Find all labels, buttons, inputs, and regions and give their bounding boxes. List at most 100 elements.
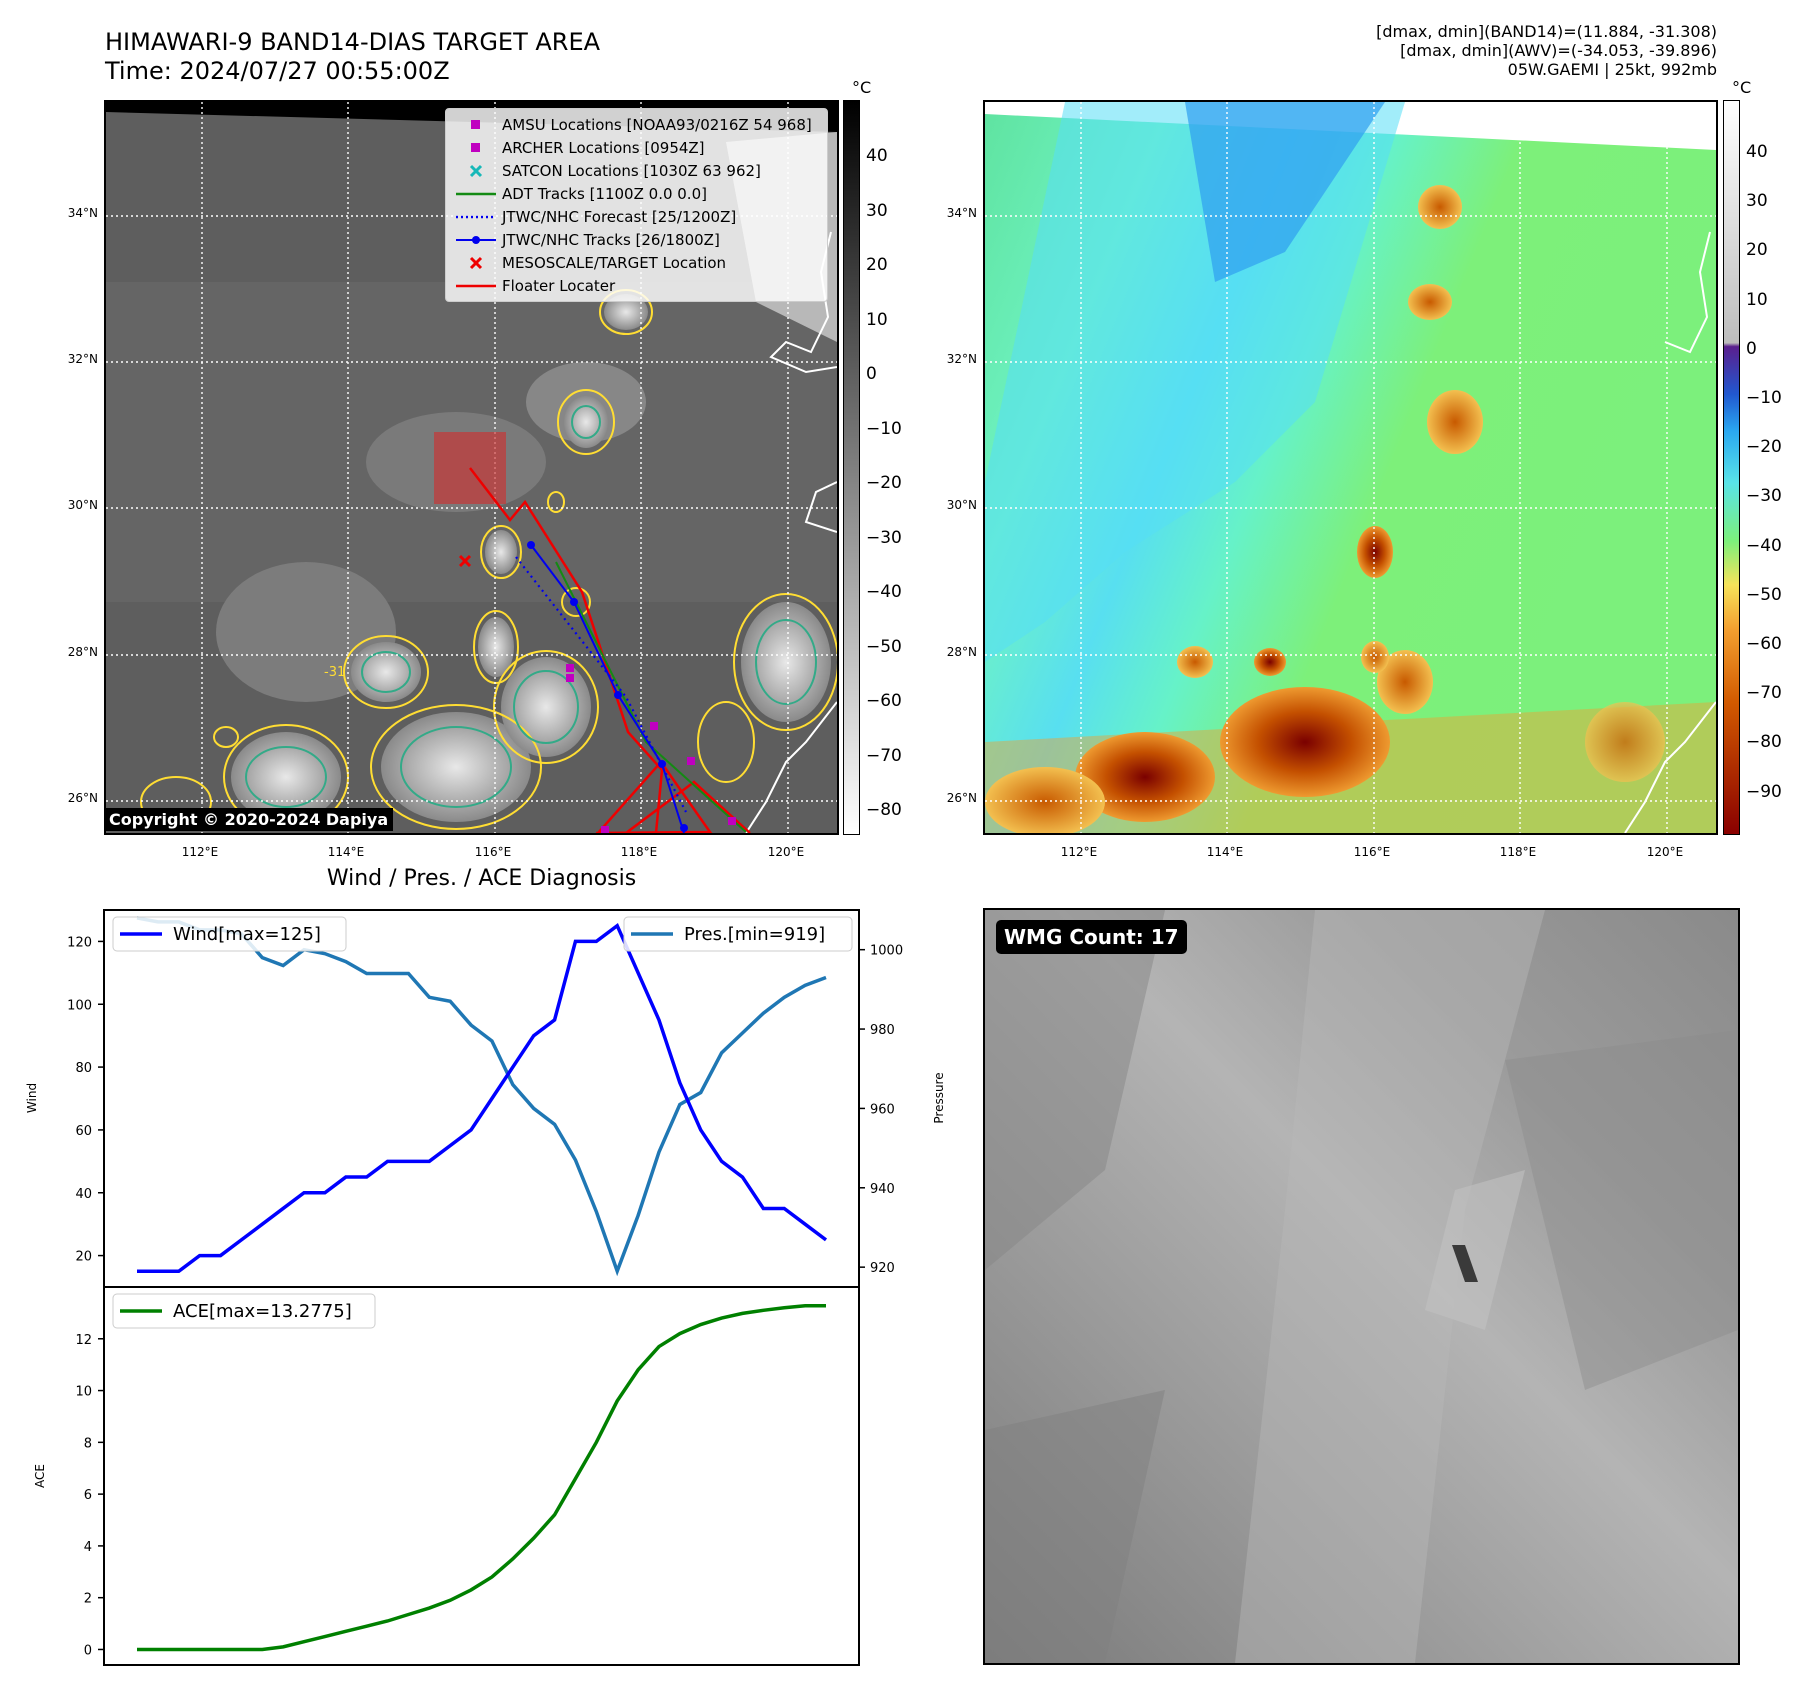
colorbar-tick: −10	[1746, 388, 1782, 408]
square-legend-icon	[454, 142, 498, 154]
legend-item-label: ARCHER Locations [0954Z]	[502, 138, 705, 157]
lon-label: 112°E	[1060, 845, 1098, 859]
lon-label: 120°E	[767, 845, 805, 859]
lon-label: 114°E	[1206, 845, 1244, 859]
colorbar-tick: 10	[1746, 289, 1768, 310]
colorbar-tick: −20	[866, 473, 902, 493]
legend-item: ARCHER Locations [0954Z]	[454, 136, 819, 159]
pressure-ytick-label: 980	[870, 1023, 895, 1038]
colorbar-tick: −50	[866, 636, 902, 657]
colorbar-tick: −60	[866, 691, 902, 711]
ace-ytick-label: 4	[84, 1540, 92, 1555]
lat-label: 26°N	[946, 791, 977, 805]
lat-label: 30°N	[67, 498, 98, 512]
lat-label: 28°N	[67, 645, 98, 659]
legend-item-label: JTWC/NHC Forecast [25/1200Z]	[502, 207, 737, 226]
wind-ytick-label: 20	[75, 1250, 92, 1265]
legend-item-label: JTWC/NHC Tracks [26/1800Z]	[502, 230, 720, 249]
ace-ytick-label: 8	[84, 1436, 92, 1451]
colorbar-tick: −50	[1746, 584, 1782, 605]
x-legend-icon	[454, 256, 498, 270]
colorbar-tick: −20	[1746, 437, 1782, 458]
colorbar-tick: −40	[1746, 535, 1782, 556]
ace-ytick-label: 6	[84, 1488, 92, 1503]
lat-label: 26°N	[67, 791, 98, 805]
x-legend-icon	[454, 164, 498, 178]
wind-ytick-label: 80	[75, 1061, 92, 1076]
ace-line	[137, 1303, 826, 1652]
wmg-count-badge: WMG Count: 17	[996, 920, 1187, 954]
lon-label: 116°E	[474, 845, 512, 859]
storm-info: [dmax, dmin](BAND14)=(11.884, -31.308) […	[1376, 22, 1717, 79]
pressure-legend: Pres.[min=919]	[623, 916, 853, 952]
wind-ytick-label: 40	[75, 1187, 92, 1202]
wind-legend: Wind[max=125]	[112, 916, 347, 952]
ir-colorbar	[843, 100, 860, 835]
pressure-legend-label: Pres.[min=919]	[684, 924, 825, 945]
ir-colorbar-unit: °C	[852, 78, 872, 97]
linedot-legend-icon	[454, 235, 498, 245]
pressure-ytick-label: 960	[870, 1102, 895, 1117]
lat-label: 30°N	[946, 498, 977, 512]
lon-label: 120°E	[1646, 845, 1684, 859]
colorbar-tick: −80	[1746, 732, 1782, 753]
lon-label: 114°E	[327, 845, 365, 859]
lon-label: 118°E	[1499, 845, 1537, 859]
colorbar-tick: 20	[1746, 240, 1768, 261]
pressure-ytick-label: 940	[870, 1182, 895, 1197]
legend-item-label: SATCON Locations [1030Z 63 962]	[502, 161, 761, 180]
wv-map-panel	[983, 100, 1718, 835]
lat-label: 34°N	[946, 206, 977, 220]
legend-item-label: Floater Locater	[502, 276, 616, 295]
diagnosis-chart: 20 40 60 80 100 120 920 940 960 980 1000 0 2 4 6 8 10 12…	[25, 909, 946, 1666]
line-legend-icon	[454, 191, 498, 197]
colorbar-tick: −70	[1746, 683, 1782, 704]
ace-legend: ACE[max=13.2775]	[112, 1293, 376, 1329]
wind-ytick-label: 100	[67, 998, 92, 1013]
square-legend-icon	[454, 119, 498, 131]
pressure-ytick-label: 920	[870, 1261, 895, 1276]
colorbar-tick: 0	[866, 364, 877, 384]
pressure-ylabel: Pressure	[932, 1072, 946, 1123]
ace-legend-label: ACE[max=13.2775]	[173, 1301, 352, 1322]
info-line-2: [dmax, dmin](AWV)=(-34.053, -39.896)	[1400, 41, 1717, 60]
colorbar-tick: 30	[1746, 191, 1768, 212]
ace-ytick-label: 10	[75, 1385, 92, 1400]
lat-label: 28°N	[946, 645, 977, 659]
title-line-1: HIMAWARI-9 BAND14-DIAS TARGET AREA	[105, 28, 601, 56]
wmg-image	[985, 910, 1738, 1663]
colorbar-tick: 10	[866, 309, 888, 330]
wind-ytick-label: 60	[75, 1124, 92, 1139]
title-line-2: Time: 2024/07/27 00:55:00Z	[105, 57, 450, 85]
wmg-center-marker	[1452, 1245, 1478, 1282]
colorbar-tick: −10	[866, 418, 902, 439]
ace-ytick-label: 2	[84, 1592, 92, 1607]
lon-label: 112°E	[181, 845, 219, 859]
wind-line	[137, 922, 828, 1274]
legend-item-label: ADT Tracks [1100Z 0.0 0.0]	[502, 184, 707, 203]
colorbar-tick: −30	[866, 527, 902, 548]
colorbar-tick: 20	[866, 255, 888, 275]
dotted-legend-icon	[454, 214, 498, 220]
legend-item: AMSU Locations [NOAA93/0216Z 54 968]	[454, 113, 819, 136]
lat-label: 34°N	[67, 206, 98, 220]
map-legend: AMSU Locations [NOAA93/0216Z 54 968] ARCH…	[445, 108, 828, 302]
legend-item-label: AMSU Locations [NOAA93/0216Z 54 968]	[502, 115, 812, 134]
wv-map	[985, 102, 1716, 833]
legend-item: ADT Tracks [1100Z 0.0 0.0]	[454, 182, 819, 205]
pressure-line	[136, 916, 827, 1277]
legend-item: JTWC/NHC Tracks [26/1800Z]	[454, 228, 819, 251]
contour-label: -31	[324, 665, 345, 680]
wmg-panel	[983, 908, 1740, 1665]
colorbar-tick: 30	[866, 200, 888, 221]
wind-ylabel: Wind	[25, 1083, 39, 1113]
legend-item: MESOSCALE/TARGET Location	[454, 251, 819, 274]
wv-colorbar-unit: °C	[1732, 78, 1752, 97]
legend-item: Floater Locater	[454, 274, 819, 297]
pressure-ytick-label: 1000	[870, 944, 903, 959]
legend-item: JTWC/NHC Forecast [25/1200Z]	[454, 205, 819, 228]
line-legend-icon	[454, 283, 498, 289]
legend-item: SATCON Locations [1030Z 63 962]	[454, 159, 819, 182]
lon-label: 116°E	[1353, 845, 1391, 859]
info-line-1: [dmax, dmin](BAND14)=(11.884, -31.308)	[1376, 22, 1717, 41]
